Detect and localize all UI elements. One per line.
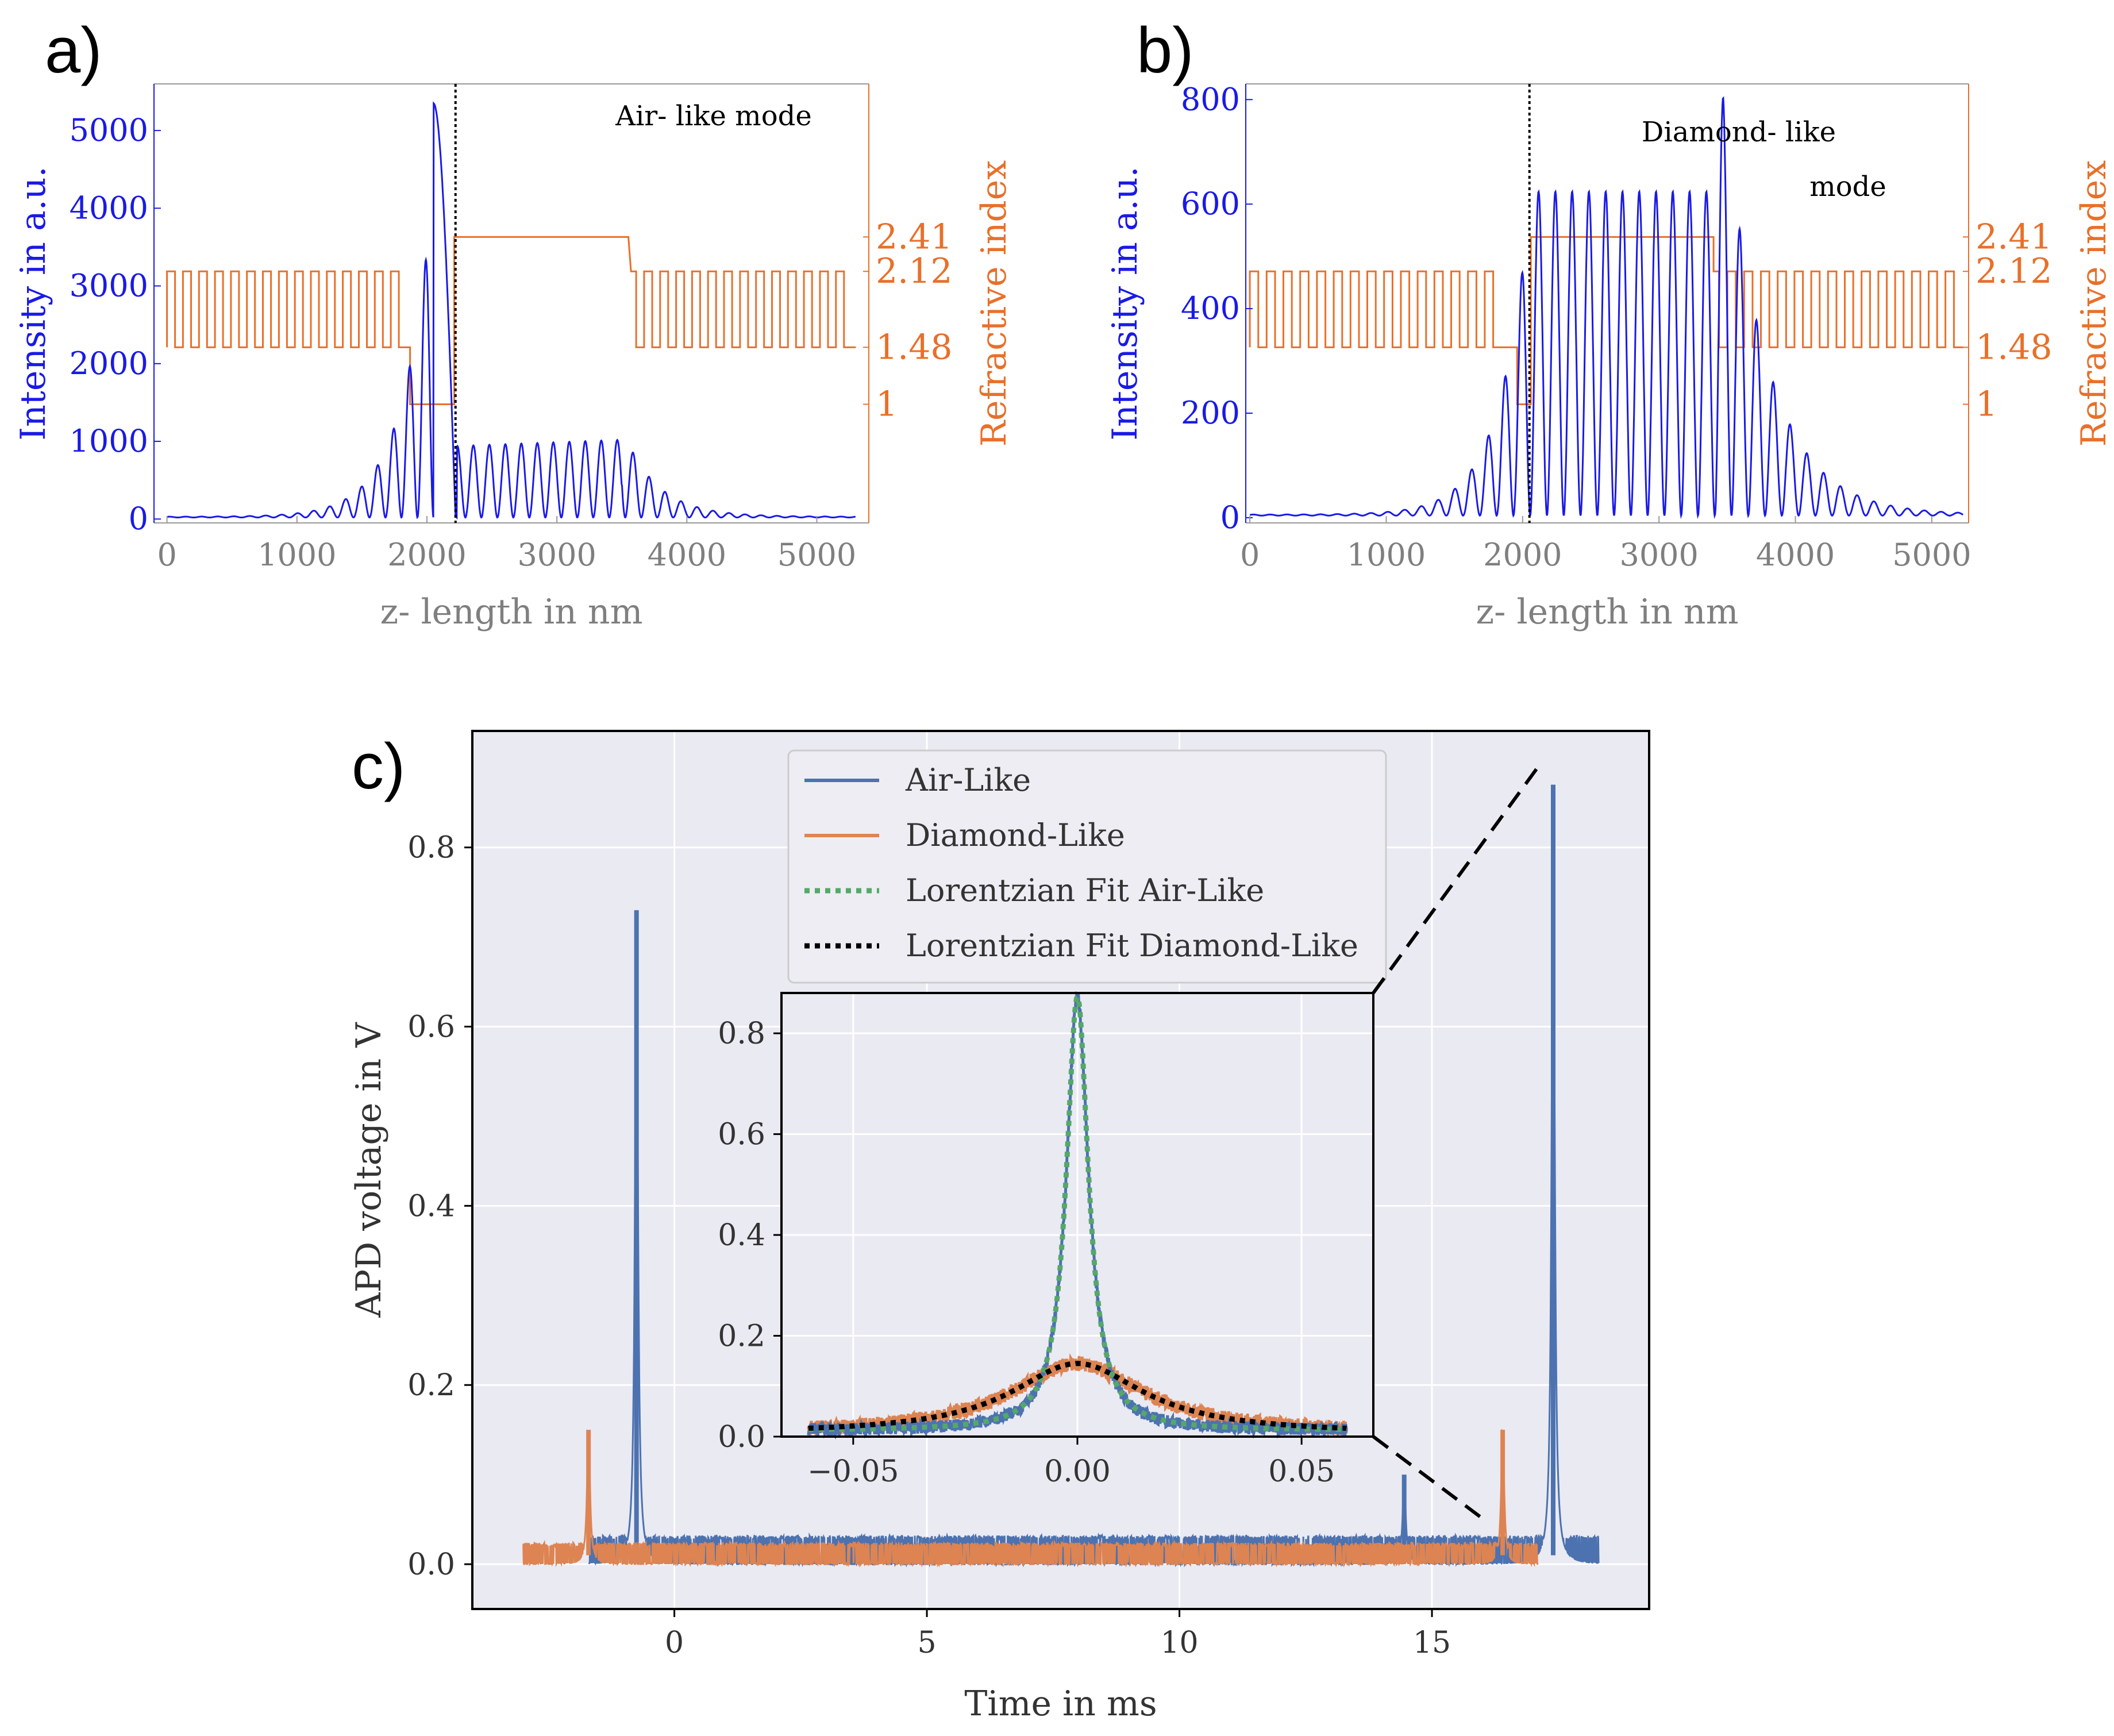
inset-y-tick-label: 0.4 [718, 1218, 765, 1253]
y-right-tick-label: 1.48 [876, 327, 953, 367]
x-axis-label: Time in ms [964, 1684, 1157, 1724]
legend-label: Air-Like [905, 762, 1031, 798]
panel-label: c) [352, 730, 405, 802]
legend-label: Diamond-Like [906, 817, 1125, 853]
x-tick-label: 10 [1160, 1626, 1198, 1660]
y-right-tick-label: 2.41 [1976, 217, 2053, 257]
y-right-tick-label: 2.41 [876, 217, 953, 257]
x-tick-label: 4000 [1756, 537, 1835, 573]
inset-x-tick-label: 0.00 [1044, 1454, 1111, 1489]
y-tick-label: 800 [1181, 81, 1240, 117]
y-tick-label: 0 [1220, 499, 1240, 536]
y-right-axis-label: Refractive index [2074, 160, 2114, 446]
y-tick-label: 0 [129, 501, 148, 537]
panel-b: b) 0 200 400 600 800 2.412.12 1.48 1 0 1000 2000 300… [1105, 14, 2114, 632]
inset-x-tick-label: 0.05 [1268, 1454, 1335, 1489]
panel-label: a) [45, 14, 102, 86]
y-tick-label: 2000 [70, 345, 148, 382]
legend-label: Lorentzian Fit Air-Like [906, 872, 1264, 909]
panel-label: b) [1137, 14, 1194, 86]
mode-annotation-line: Diamond- like [1642, 116, 1836, 148]
x-axis-label: z- length in nm [1476, 592, 1739, 632]
x-tick-label: 5000 [1892, 537, 1971, 573]
x-tick-label: 0 [665, 1626, 684, 1660]
inset-x-tick-label: −0.05 [807, 1454, 899, 1489]
x-tick-label: 5 [918, 1626, 937, 1660]
y-right-axis-label: Refractive index [974, 160, 1014, 446]
inset-y-tick-label: 0.2 [718, 1319, 765, 1354]
y-right-tick-label: 2.12 [1976, 251, 2053, 291]
y-right-tick-label: 1.48 [1976, 327, 2053, 367]
plot-frame [471, 730, 1650, 1610]
y-tick-label: 3000 [70, 268, 148, 304]
mode-annotation: Air- like mode [615, 100, 811, 132]
x-tick-label: 4000 [648, 537, 726, 573]
y-tick-label: 1000 [70, 423, 148, 459]
x-tick-label: 0 [1240, 537, 1260, 573]
inset-y-tick-label: 0.0 [718, 1420, 765, 1454]
y-right-tick-label: 1 [1976, 384, 1997, 425]
x-tick-label: 2000 [387, 537, 466, 573]
y-tick-label: 0.2 [407, 1368, 455, 1403]
y-axis-label: APD voltage in V [349, 1022, 389, 1318]
legend-label: Lorentzian Fit Diamond-Like [906, 927, 1358, 964]
refractive-index-line [166, 236, 856, 405]
y-tick-label: 5000 [70, 112, 148, 148]
inset: −0.05 0.00 0.05 0.0 0.2 0.4 0.6 0.8 [718, 991, 1374, 1489]
y-axis-label: Intensity in a.u. [1105, 166, 1145, 440]
intensity-line [167, 101, 856, 520]
x-tick-label: 1000 [1347, 537, 1426, 573]
legend: Air-Like Diamond-Like Lorentzian Fit Air-L… [787, 749, 1387, 984]
y-right-tick-label: 2.12 [876, 251, 953, 291]
x-tick-label: 3000 [517, 537, 596, 573]
mode-annotation-line: mode [1809, 171, 1886, 203]
y-tick-label: 400 [1181, 290, 1240, 326]
y-right-tick-label: 1 [876, 384, 898, 425]
panel-a: a) 0 1000 2000 3000 4000 5000 2.412.12 1.48 1 0 100… [13, 14, 1014, 632]
zoom-line [1372, 763, 1542, 994]
y-tick-label: 0.8 [407, 831, 455, 865]
legend-box [787, 749, 1387, 984]
x-tick-label: 2000 [1483, 537, 1562, 573]
inset-y-tick-label: 0.8 [718, 1017, 765, 1051]
x-tick-label: 1000 [257, 537, 336, 573]
y-tick-label: 200 [1181, 395, 1240, 431]
inset-diamond-like-fit [808, 1361, 1347, 1431]
refractive-index-line [1249, 236, 1963, 405]
zoom-line [1372, 1435, 1489, 1525]
x-tick-label: 5000 [777, 537, 856, 573]
inset-y-tick-label: 0.6 [718, 1118, 765, 1152]
inset-air-like-fit [808, 994, 1347, 1433]
y-tick-label: 0.6 [407, 1010, 455, 1045]
inset-air-like-trace [807, 991, 1348, 1440]
x-tick-label: 0 [157, 537, 176, 573]
x-axis-label: z- length in nm [380, 592, 643, 632]
y-tick-label: 0.0 [407, 1548, 455, 1582]
y-tick-label: 4000 [70, 190, 148, 226]
diamond-like-trace [522, 1428, 1539, 1568]
x-tick-label: 15 [1413, 1626, 1451, 1660]
y-tick-label: 0.4 [407, 1189, 455, 1223]
x-tick-label: 3000 [1619, 537, 1698, 573]
panel-c: c) 0 5 10 15 0.0 0.2 0.4 0.6 0.8 Time in ms APD vol… [349, 730, 1650, 1724]
y-tick-label: 600 [1181, 186, 1240, 222]
intensity-line [1249, 96, 1963, 519]
y-axis-label: Intensity in a.u. [13, 166, 53, 440]
